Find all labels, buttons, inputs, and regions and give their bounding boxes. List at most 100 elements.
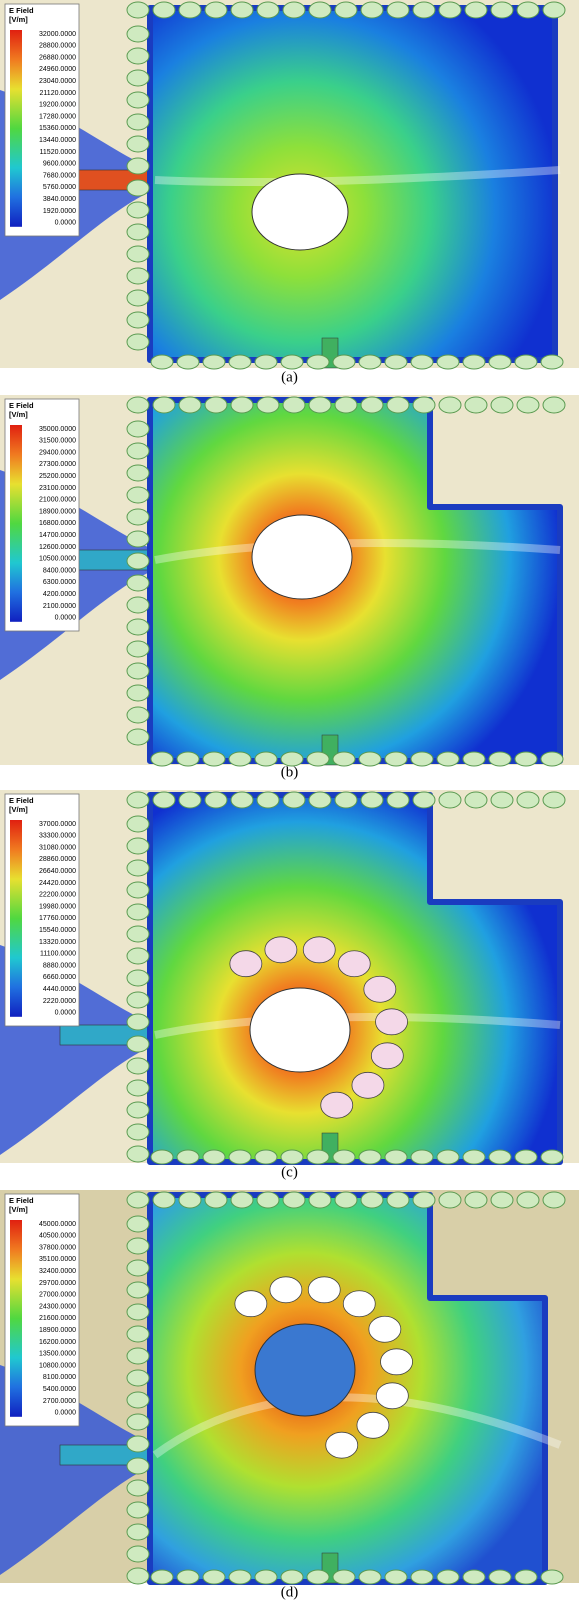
pillar xyxy=(439,1192,461,1208)
legend-label: 0.0000 xyxy=(55,220,77,227)
dielectric-rod xyxy=(308,1277,340,1303)
pillar xyxy=(257,2,279,18)
pillar xyxy=(387,397,409,413)
legend-label: 13500.0000 xyxy=(39,1351,76,1358)
legend-label: 0.0000 xyxy=(55,615,77,622)
legend-label: 25200.0000 xyxy=(39,473,76,480)
pillar xyxy=(515,1150,537,1164)
pillar xyxy=(385,752,407,766)
pillar xyxy=(413,1192,435,1208)
pillar xyxy=(257,1192,279,1208)
pillar xyxy=(127,860,149,876)
pillar xyxy=(151,1570,173,1584)
pillar xyxy=(127,1546,149,1562)
pillar xyxy=(127,904,149,920)
pillar xyxy=(127,421,149,437)
pillar xyxy=(205,1192,227,1208)
panel: E Field[V/m]35000.000031500.000029400.00… xyxy=(0,395,579,766)
legend-label: 2100.0000 xyxy=(43,603,76,610)
pillar xyxy=(309,397,331,413)
pillar xyxy=(127,1304,149,1320)
legend-label: 3840.0000 xyxy=(43,196,76,203)
pillar xyxy=(361,1192,383,1208)
legend-title: E Field xyxy=(9,1196,34,1205)
legend-label: 2220.0000 xyxy=(43,998,76,1005)
legend: E Field[V/m]32000.000028800.000026880.00… xyxy=(5,4,79,236)
pillar xyxy=(151,1150,173,1164)
legend-label: 27000.0000 xyxy=(39,1292,76,1299)
legend-label: 10500.0000 xyxy=(39,556,76,563)
pillar xyxy=(463,355,485,369)
pillar xyxy=(127,334,149,350)
pillar xyxy=(179,1192,201,1208)
pillar xyxy=(205,397,227,413)
pillar xyxy=(281,355,303,369)
pillar xyxy=(491,397,513,413)
pillar xyxy=(127,1524,149,1540)
pillar xyxy=(257,397,279,413)
pillar xyxy=(489,1570,511,1584)
pillar xyxy=(463,1570,485,1584)
legend-label: 1920.0000 xyxy=(43,208,76,215)
pillar xyxy=(179,397,201,413)
legend-label: 15540.0000 xyxy=(39,927,76,934)
legend-label: 16200.0000 xyxy=(39,1339,76,1346)
legend: E Field[V/m]37000.000033300.000031080.00… xyxy=(5,794,79,1026)
pillar xyxy=(281,1570,303,1584)
pillar xyxy=(387,792,409,808)
pillar xyxy=(127,1238,149,1254)
pillar xyxy=(333,1570,355,1584)
pillar xyxy=(515,752,537,766)
pillar xyxy=(127,92,149,108)
pillar xyxy=(177,1150,199,1164)
pillar xyxy=(177,1570,199,1584)
pillar xyxy=(127,1436,149,1452)
legend-label: 0.0000 xyxy=(55,1410,77,1417)
pillar xyxy=(385,1570,407,1584)
legend-title: E Field xyxy=(9,401,34,410)
pillar xyxy=(127,70,149,86)
pillar xyxy=(465,792,487,808)
legend-label: 11520.0000 xyxy=(40,149,77,156)
pillar xyxy=(127,926,149,942)
pillar xyxy=(203,355,225,369)
pillar xyxy=(307,752,329,766)
pillar xyxy=(359,1570,381,1584)
pillar xyxy=(439,792,461,808)
legend-label: 40500.0000 xyxy=(39,1233,76,1240)
pillar xyxy=(127,531,149,547)
pillar xyxy=(255,752,277,766)
legend-label: 28860.0000 xyxy=(39,856,76,863)
legend-label: 21600.0000 xyxy=(39,1315,76,1322)
pillar xyxy=(127,397,149,413)
pillar xyxy=(127,1502,149,1518)
legend-label: 8880.0000 xyxy=(43,962,76,969)
pillar xyxy=(361,397,383,413)
legend-label: 11100.0000 xyxy=(40,951,76,958)
pillar xyxy=(361,792,383,808)
pillar xyxy=(517,2,539,18)
pillar xyxy=(127,992,149,1008)
legend-label: 35000.0000 xyxy=(39,426,76,433)
legend: E Field[V/m]45000.000040500.000037800.00… xyxy=(5,1194,79,1426)
caption: (c) xyxy=(281,1164,298,1180)
legend: E Field[V/m]35000.000031500.000029400.00… xyxy=(5,399,79,631)
pillar xyxy=(127,1414,149,1430)
legend-title: E Field xyxy=(9,796,34,805)
legend-label: 6300.0000 xyxy=(43,579,76,586)
pillar xyxy=(127,707,149,723)
legend-label: 17760.0000 xyxy=(39,915,76,922)
pillar xyxy=(127,729,149,745)
dielectric-rod xyxy=(343,1291,375,1317)
pillar xyxy=(127,1480,149,1496)
legend-label: 26640.0000 xyxy=(39,868,76,875)
pillar xyxy=(127,1124,149,1140)
legend-unit: [V/m] xyxy=(9,805,28,814)
pillar xyxy=(127,1102,149,1118)
pillar xyxy=(465,2,487,18)
pillar xyxy=(127,1260,149,1276)
legend-label: 27300.0000 xyxy=(39,461,76,468)
legend-label: 7680.0000 xyxy=(43,172,76,179)
pillar xyxy=(439,2,461,18)
legend-label: 13320.0000 xyxy=(39,939,76,946)
